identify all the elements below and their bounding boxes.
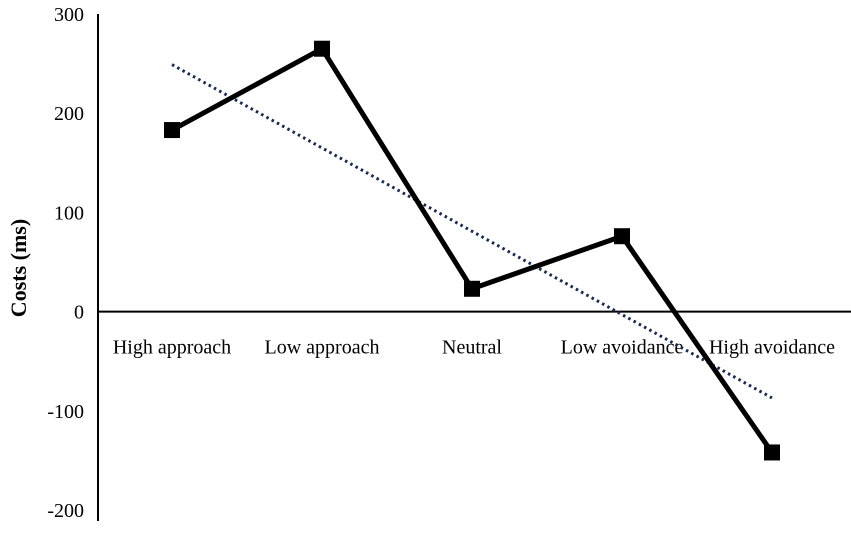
y-tick-label: 0: [74, 302, 84, 324]
series-line: [170, 45, 775, 454]
data-point-marker: [314, 40, 330, 57]
x-tick-label: High avoidance: [709, 337, 835, 359]
data-point-marker: [464, 280, 480, 297]
trendline: [171, 63, 773, 400]
y-tick-label: 100: [54, 202, 84, 224]
data-point-marker: [614, 228, 630, 245]
data-point-marker: [764, 444, 780, 461]
y-tick-label: -100: [47, 401, 84, 423]
x-tick-label: Low approach: [265, 337, 380, 359]
y-tick-label: 300: [54, 4, 84, 26]
x-tick-label: High approach: [113, 337, 231, 359]
y-tick-label: -200: [47, 500, 84, 522]
y-axis-label: Costs (ms): [6, 219, 31, 317]
y-tick-label: 200: [54, 103, 84, 125]
data-point-marker: [164, 122, 180, 139]
x-tick-label: Low avoidance: [561, 337, 684, 359]
x-tick-label: Neutral: [442, 337, 502, 359]
